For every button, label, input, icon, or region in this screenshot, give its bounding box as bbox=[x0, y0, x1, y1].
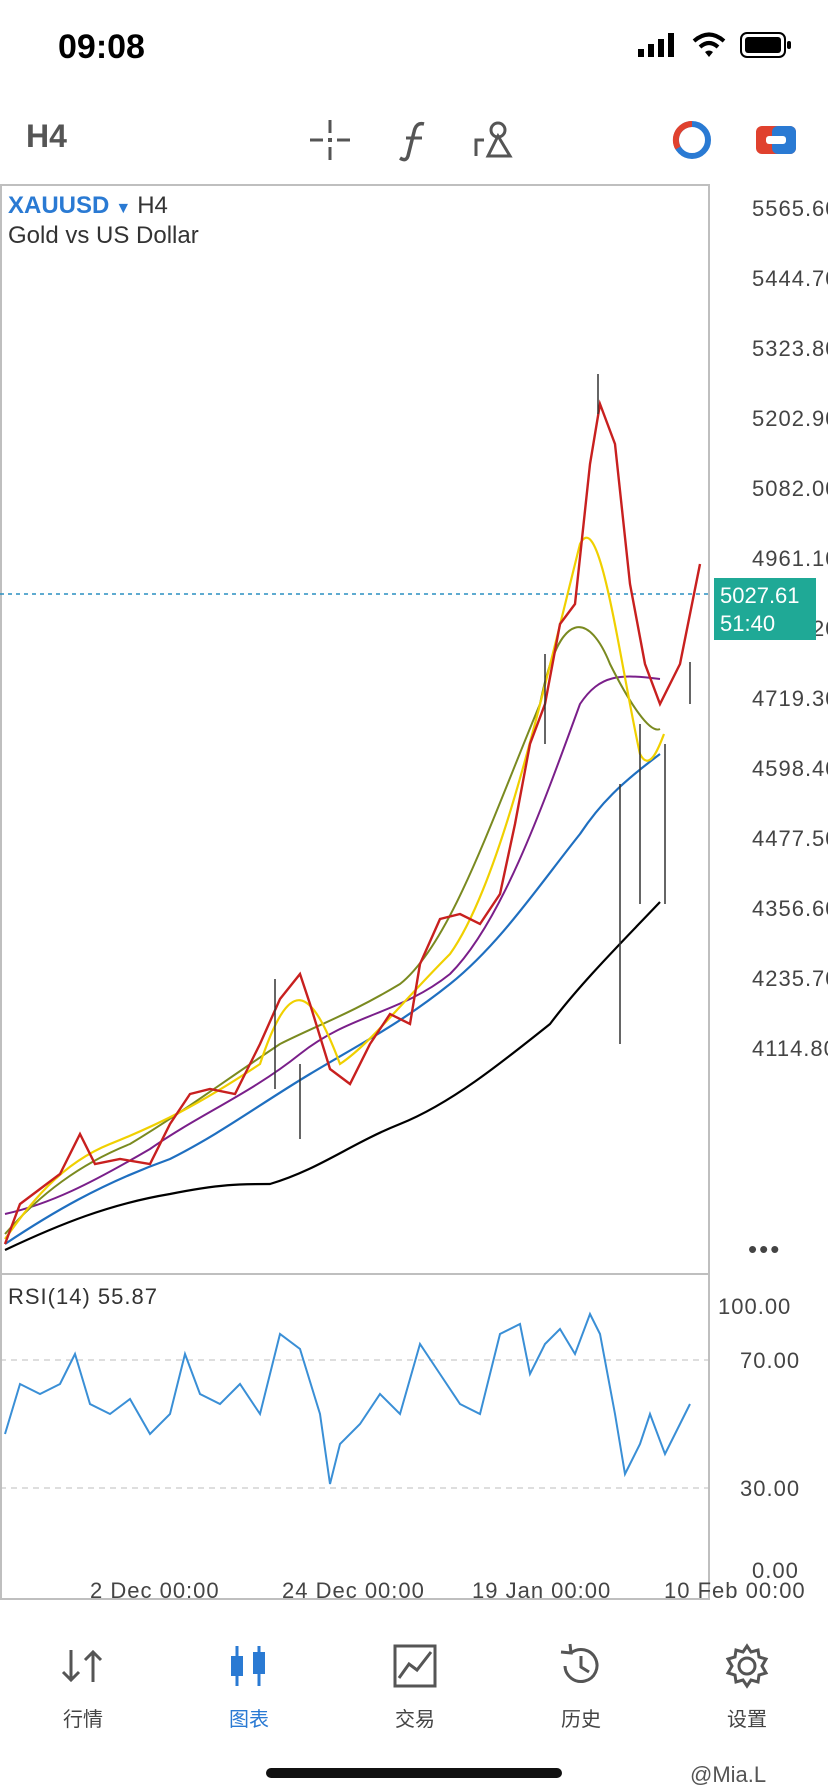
symbol-description: Gold vs US Dollar bbox=[8, 222, 199, 249]
price-axis-label: 4961.10 bbox=[752, 546, 828, 571]
time-axis-label: 2 Dec 00:00 bbox=[90, 1578, 220, 1603]
bar-countdown: 51:40 bbox=[720, 611, 776, 636]
time-axis-label: 19 Jan 00:00 bbox=[472, 1578, 612, 1603]
chart-frame bbox=[0, 184, 710, 1600]
price-axis-label: 4235.70 bbox=[752, 966, 828, 991]
symbol-timeframe: H4 bbox=[137, 192, 168, 219]
battery-icon bbox=[740, 32, 791, 58]
nav-label: 交易 bbox=[395, 1709, 435, 1731]
rsi-axis-label: 100.00 bbox=[718, 1294, 792, 1319]
ma-black bbox=[4, 901, 661, 1251]
more-icon[interactable]: ••• bbox=[748, 1234, 782, 1264]
objects-icon[interactable] bbox=[470, 116, 518, 164]
nav-label: 行情 bbox=[63, 1709, 103, 1731]
time-axis-label: 10 Feb 00:00 bbox=[664, 1578, 806, 1603]
bid-price: 5027.61 bbox=[720, 583, 800, 608]
price-axis-label: 4598.40 bbox=[752, 756, 828, 781]
one-click-trading-icon[interactable] bbox=[668, 116, 716, 164]
time-axis-label: 24 Dec 00:00 bbox=[282, 1578, 425, 1603]
quotes-icon bbox=[61, 1649, 103, 1683]
status-icons bbox=[638, 32, 792, 58]
ma-olive bbox=[4, 626, 661, 1235]
ma-yellow bbox=[4, 536, 666, 1240]
rsi-axis-label: 70.00 bbox=[740, 1348, 801, 1373]
chart-area[interactable]: XAUUSD ▼ H4 Gold vs US Dollar 5565.60 5444… bbox=[0, 184, 828, 1603]
signal-icon bbox=[638, 33, 674, 57]
settings-icon bbox=[725, 1643, 769, 1689]
rsi-axis-label: 30.00 bbox=[740, 1476, 801, 1501]
link-icon[interactable] bbox=[752, 116, 800, 164]
nav-label: 图表 bbox=[229, 1709, 269, 1731]
price-axis-label: 5565.60 bbox=[752, 196, 828, 221]
nav-settings[interactable]: 设置 bbox=[692, 1624, 802, 1734]
price-chart[interactable] bbox=[0, 184, 710, 1600]
price-axis-label: 4719.30 bbox=[752, 686, 828, 711]
candle-wicks bbox=[274, 374, 691, 1139]
price-axis-label: 5444.70 bbox=[752, 266, 828, 291]
nav-trade[interactable]: 交易 bbox=[360, 1624, 470, 1734]
home-indicator[interactable] bbox=[266, 1768, 562, 1778]
rsi-label: RSI(14) 55.87 bbox=[8, 1284, 158, 1309]
symbol-dropdown-icon[interactable]: ▼ bbox=[115, 200, 132, 217]
ma-blue bbox=[4, 753, 661, 1245]
nav-chart[interactable]: 图表 bbox=[194, 1624, 304, 1734]
price-axis-label: 5202.90 bbox=[752, 406, 828, 431]
nav-history[interactable]: 历史 bbox=[526, 1624, 636, 1734]
price-axis-label: 4477.50 bbox=[752, 826, 828, 851]
crosshair-icon[interactable] bbox=[306, 116, 354, 164]
price-series-candles bbox=[3, 399, 702, 1245]
rsi-line bbox=[4, 1311, 691, 1485]
indicators-icon[interactable] bbox=[390, 116, 438, 164]
price-axis-label: 5323.80 bbox=[752, 336, 828, 361]
symbol-line[interactable]: XAUUSD ▼ H4 bbox=[8, 192, 168, 220]
symbol-name[interactable]: XAUUSD bbox=[8, 192, 110, 219]
bottom-nav: 行情 图表 交易 历史 设置 bbox=[0, 1624, 828, 1744]
history-icon bbox=[560, 1643, 599, 1683]
nav-label: 历史 bbox=[561, 1709, 601, 1731]
timeframe-button[interactable]: H4 bbox=[26, 118, 67, 154]
price-axis-label: 5082.00 bbox=[752, 476, 828, 501]
trade-icon bbox=[393, 1644, 437, 1688]
rsi-axis-label: 0.00 bbox=[752, 1558, 799, 1583]
price-axis-label: 4356.60 bbox=[752, 896, 828, 921]
watermark: @Mia.L bbox=[690, 1762, 767, 1787]
nav-quotes[interactable]: 行情 bbox=[28, 1624, 138, 1734]
status-time: 09:08 bbox=[58, 28, 145, 66]
chart-toolbar: H4 bbox=[0, 100, 828, 184]
status-bar: 09:08 bbox=[0, 0, 828, 100]
chart-icon bbox=[231, 1646, 265, 1686]
nav-label: 设置 bbox=[727, 1709, 767, 1731]
bid-price-tag: 5027.61 51:40 bbox=[714, 578, 816, 640]
wifi-icon bbox=[692, 32, 726, 57]
ma-purple bbox=[4, 675, 661, 1215]
price-axis-label: 4114.80 bbox=[752, 1036, 828, 1061]
